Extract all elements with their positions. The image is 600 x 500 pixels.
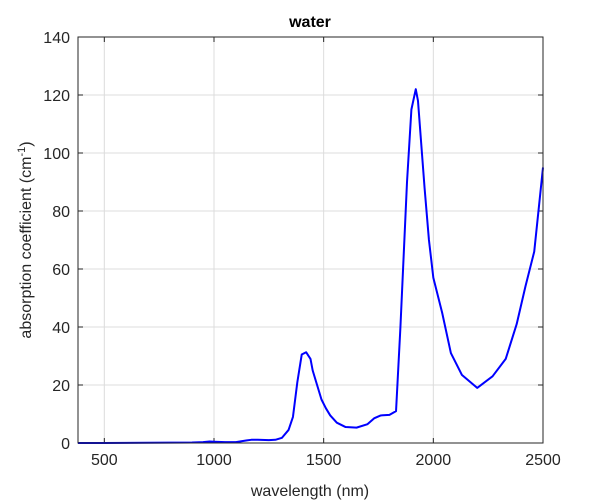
y-tick-label: 80 [52,204,70,221]
y-tick-label: 120 [43,88,70,105]
series [78,88,544,444]
chart-title: water [288,14,331,31]
y-axis-label-superscript: -1 [16,147,28,157]
y-tick-label: 140 [43,30,70,47]
x-tick-label: 1000 [196,452,232,469]
y-tick-label: 60 [52,262,70,279]
y-tick-label: 100 [43,146,70,163]
tick-labels: 500 1000 1500 2000 2500 0 20 40 60 80 100 120 140 [43,30,561,469]
y-axis-label: absorption coefficient (cm-1) [16,141,35,338]
x-tick-label: 500 [91,452,118,469]
x-tick-label: 2000 [416,452,452,469]
y-axis-label-tail: ) [18,141,35,146]
x-axis-label: wavelength (nm) [250,483,369,500]
y-tick-label: 0 [61,436,70,453]
x-tick-label: 2500 [525,452,561,469]
x-tick-label: 1500 [306,452,342,469]
y-tick-label: 20 [52,378,70,395]
y-axis-label-main: absorption coefficient (cm [18,157,35,339]
series-line [78,88,544,444]
plot-area-frame [77,36,544,444]
y-tick-label: 40 [52,320,70,337]
